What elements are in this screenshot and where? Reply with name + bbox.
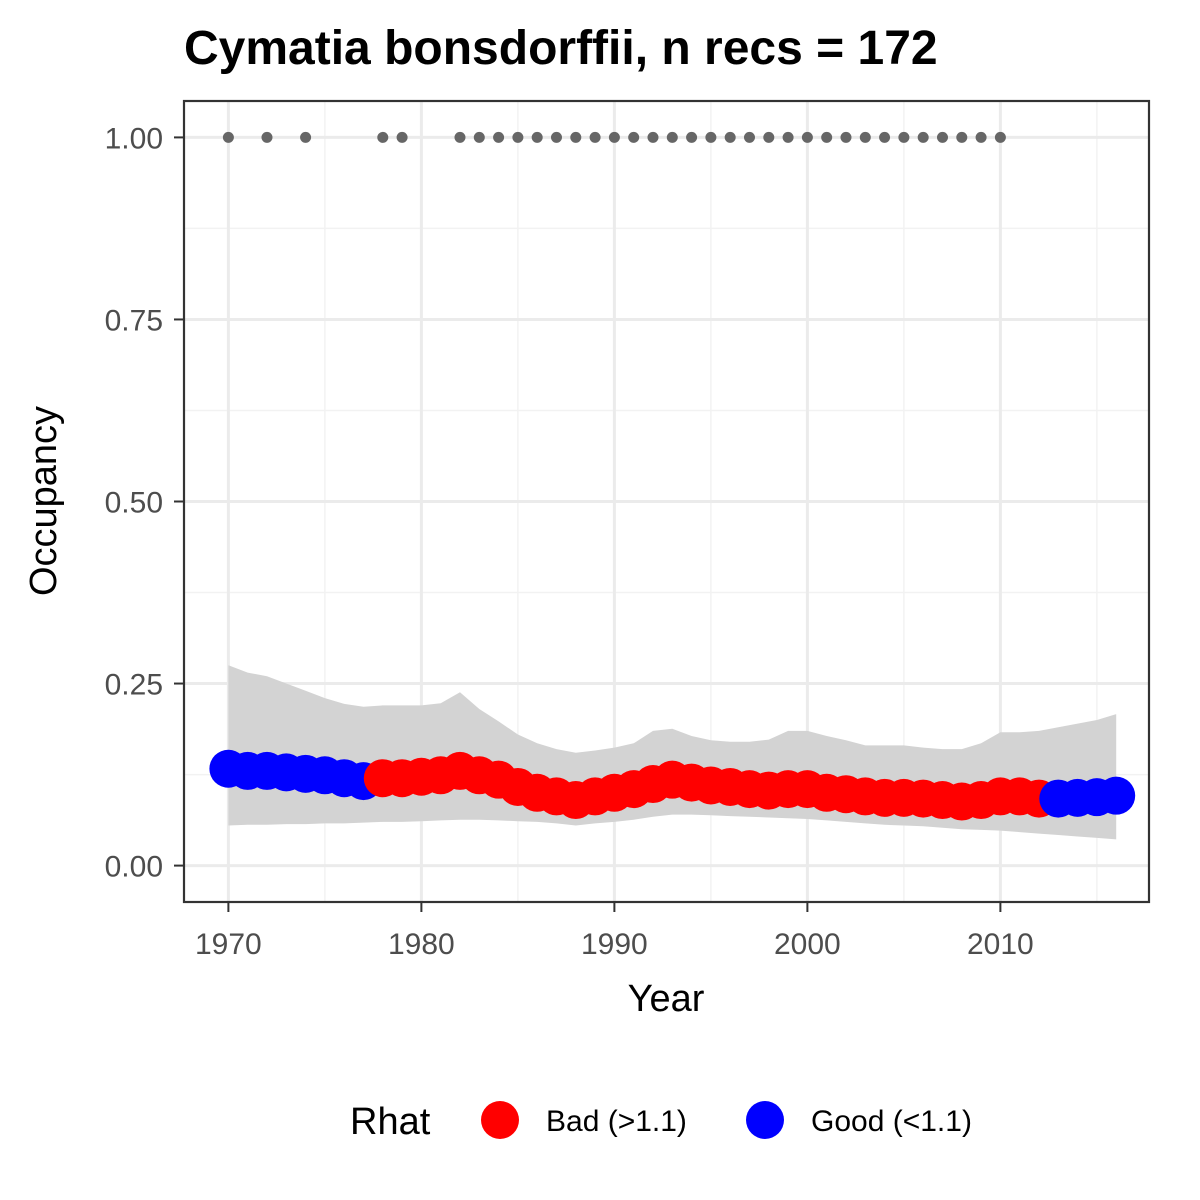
record-year-dot [550, 131, 562, 143]
chart-title: Cymatia bonsdorffii, n recs = 172 [184, 22, 938, 75]
legend-title: Rhat [350, 1101, 431, 1143]
occupancy-points-layer [209, 749, 1136, 821]
x-axis-title: Year [628, 978, 705, 1020]
record-year-dot [705, 131, 717, 143]
x-tick-label: 1970 [195, 928, 262, 961]
record-year-dot [724, 131, 736, 143]
record-year-dot [898, 131, 910, 143]
record-year-dot [531, 131, 543, 143]
record-year-dot [975, 131, 987, 143]
record-year-dot [300, 131, 312, 143]
record-year-dot [261, 131, 273, 143]
record-years-layer [222, 131, 1006, 143]
record-year-dot [512, 131, 524, 143]
record-year-dot [570, 131, 582, 143]
record-year-dot [763, 131, 775, 143]
record-year-dot [936, 131, 948, 143]
x-tick-label: 2000 [774, 928, 841, 961]
record-year-dot [859, 131, 871, 143]
occupancy-point [1097, 776, 1136, 815]
record-year-dot [743, 131, 755, 143]
y-axis-title: Occupancy [23, 406, 65, 596]
legend-key-good [746, 1101, 784, 1139]
record-year-dot [782, 131, 794, 143]
record-year-dot [994, 131, 1006, 143]
y-axis: 0.00 0.25 0.50 0.75 1.00 [105, 122, 184, 884]
record-year-dot [377, 131, 389, 143]
record-year-dot [628, 131, 640, 143]
y-tick-label: 0.25 [105, 669, 163, 702]
legend-label-bad: Bad (>1.1) [546, 1105, 687, 1138]
record-year-dot [840, 131, 852, 143]
x-tick-label: 1980 [388, 928, 455, 961]
record-year-dot [686, 131, 698, 143]
record-year-dot [473, 131, 485, 143]
record-year-dot [666, 131, 678, 143]
record-year-dot [879, 131, 891, 143]
y-tick-label: 0.50 [105, 487, 163, 520]
x-tick-label: 1990 [581, 928, 648, 961]
legend-label-good: Good (<1.1) [811, 1105, 972, 1138]
y-tick-label: 0.75 [105, 304, 163, 337]
x-axis: 1970 1980 1990 2000 2010 [195, 902, 1034, 961]
record-year-dot [493, 131, 505, 143]
record-year-dot [917, 131, 929, 143]
record-year-dot [821, 131, 833, 143]
record-year-dot [589, 131, 601, 143]
record-year-dot [956, 131, 968, 143]
x-tick-label: 2010 [967, 928, 1034, 961]
y-tick-label: 0.00 [105, 851, 163, 884]
y-tick-label: 1.00 [105, 122, 163, 155]
record-year-dot [396, 131, 408, 143]
record-year-dot [801, 131, 813, 143]
record-year-dot [222, 131, 234, 143]
record-year-dot [647, 131, 659, 143]
legend: Rhat Bad (>1.1) Good (<1.1) [350, 1101, 972, 1143]
record-year-dot [454, 131, 466, 143]
legend-key-bad [481, 1101, 519, 1139]
record-year-dot [608, 131, 620, 143]
